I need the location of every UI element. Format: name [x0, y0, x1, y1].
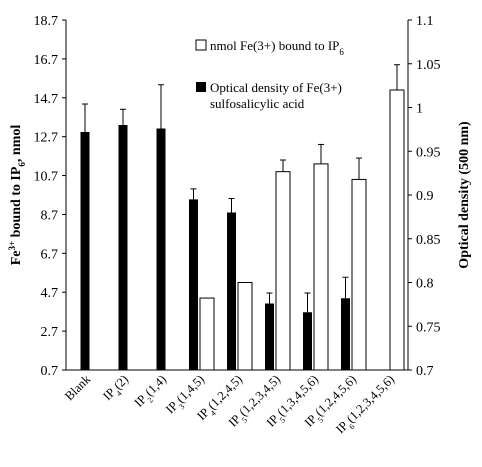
legend-label-part: 6 [339, 47, 344, 57]
right-tick-label: 0.9 [416, 189, 434, 204]
legend-label-filled: Optical density of Fe(3+) [210, 80, 342, 95]
right-tick-label: 0.8 [416, 277, 434, 292]
legend: nmol Fe(3+) bound to IP6 Optical density … [195, 38, 344, 111]
filled-bar [189, 199, 198, 370]
category-label-part: Blank [62, 372, 94, 404]
open-bar [275, 171, 291, 371]
filled-bar [118, 125, 128, 370]
left-tick-label: 6.7 [41, 247, 59, 262]
category-label: IP4(2) [100, 372, 133, 405]
open-bar [389, 89, 405, 371]
category-label-part: (2) [111, 372, 131, 392]
legend-label-filled: sulfosalicylic acid [210, 96, 305, 111]
filled-bar [156, 128, 166, 370]
category-label-part: 5 [316, 415, 325, 424]
right-tick-label: 0.75 [416, 320, 441, 335]
category-label-part: 4 [208, 408, 217, 417]
legend-label-open: nmol Fe(3+) bound to IP6 [210, 38, 344, 57]
open-bar [351, 178, 367, 371]
right-axis-title: Optical density (500 nm) [457, 121, 472, 269]
category-label: Blank [62, 372, 94, 404]
right-tick-label: 1.05 [416, 58, 441, 73]
left-tick-label: 14.7 [34, 92, 59, 107]
category-label-part: 4 [114, 389, 123, 398]
left-axis-title-part: , nmol [9, 125, 24, 162]
category-label-part: 5 [278, 415, 287, 424]
filled-bar [341, 298, 350, 370]
left-axis-title-part: 6 [17, 162, 27, 167]
left-tick-label: 12.7 [34, 131, 59, 146]
filled-bar [80, 132, 90, 370]
left-axis-title-part: Fe [9, 251, 24, 266]
category-label-part: 2 [145, 395, 154, 404]
category-label-part: (1,4) [142, 372, 169, 399]
left-axis-title-part: bound to IP [9, 166, 24, 241]
category-label-part: 3 [177, 402, 186, 411]
left-tick-label: 4.7 [41, 286, 59, 301]
category-label-part: (1,4,5) [174, 372, 207, 405]
filled-bar [227, 212, 236, 370]
left-tick-label: 18.7 [34, 14, 59, 29]
left-tick-label: 8.7 [41, 208, 59, 223]
right-tick-label: 0.85 [416, 233, 441, 248]
open-bar [313, 163, 329, 371]
right-tick-label: 0.95 [416, 145, 441, 160]
legend-swatch-open [195, 39, 207, 51]
category-label-part: 5 [240, 415, 249, 424]
left-tick-label: 10.7 [34, 170, 59, 185]
legend-swatch-filled [196, 82, 206, 92]
left-axis-title: Fe3+ bound to IP6, nmol [7, 125, 27, 266]
right-tick-label: 0.7 [416, 364, 434, 379]
right-tick-label: 1 [416, 102, 423, 117]
filled-bar [303, 312, 312, 370]
right-tick-label: 1.1 [416, 14, 434, 29]
left-tick-label: 0.7 [41, 364, 59, 379]
left-tick-label: 2.7 [41, 325, 59, 340]
legend-label-part: nmol Fe(3+) bound to IP [210, 38, 339, 53]
open-bar [199, 297, 215, 371]
left-tick-label: 16.7 [34, 53, 59, 68]
category-label-part: 6 [347, 422, 356, 431]
left-axis-title-part: 3+ [7, 241, 17, 251]
open-bar [237, 282, 253, 371]
filled-bar [265, 303, 274, 370]
